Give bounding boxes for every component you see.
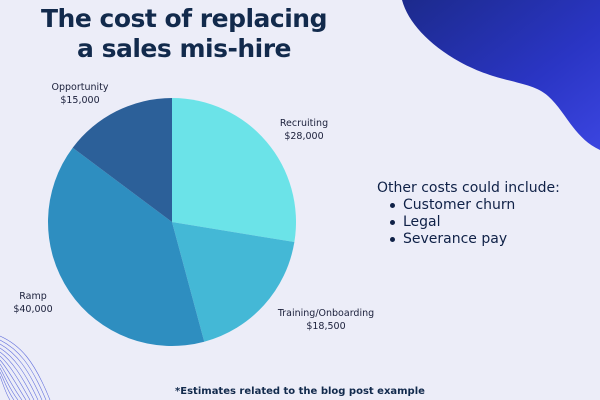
page-title: The cost of replacing a sales mis-hire (24, 4, 344, 64)
slice-value-label: $15,000 (60, 95, 99, 106)
footnote: *Estimates related to the blog post exam… (175, 386, 425, 397)
other-cost-item: Legal (390, 214, 597, 231)
slice-value-label: $28,000 (284, 131, 323, 142)
slice-label-ramp: Ramp $40,000 (13, 291, 52, 315)
other-cost-item: Customer churn (390, 197, 597, 214)
slice-label-recruiting: Recruiting $28,000 (280, 118, 328, 142)
title-line-2: a sales mis-hire (77, 34, 291, 63)
corner-wave-blob (402, 0, 600, 150)
wave-lines-decoration (0, 335, 51, 400)
other-costs-list: Customer churn Legal Severance pay (377, 197, 597, 248)
slice-category-label: Training/Onboarding (277, 308, 374, 319)
pie-slice-training-onboarding (172, 222, 295, 342)
pie-slice-ramp (48, 147, 205, 346)
slice-label-training-onboarding: Training/Onboarding $18,500 (277, 308, 374, 332)
slice-value-label: $18,500 (306, 321, 345, 332)
slice-category-label: Ramp (19, 291, 47, 302)
slice-value-label: $40,000 (13, 304, 52, 315)
pie-slice-recruiting (172, 98, 297, 243)
title-line-1: The cost of replacing (41, 4, 328, 33)
pie-slice-opportunity (72, 98, 172, 222)
slice-label-opportunity: Opportunity $15,000 (51, 82, 108, 106)
other-costs-heading: Other costs could include: (377, 180, 560, 196)
other-costs-panel: Other costs could include: Customer chur… (377, 180, 597, 248)
slice-category-label: Recruiting (280, 118, 328, 129)
other-cost-item: Severance pay (390, 231, 597, 248)
slice-category-label: Opportunity (51, 82, 108, 93)
